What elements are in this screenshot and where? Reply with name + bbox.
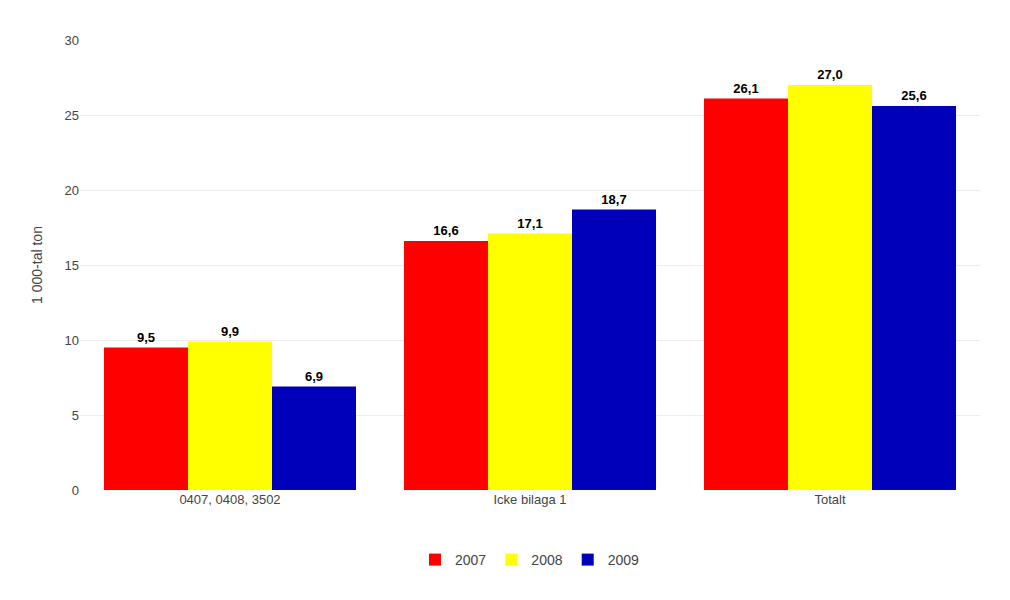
svg-text:15: 15	[65, 258, 79, 273]
svg-text:9,5: 9,5	[137, 330, 155, 345]
svg-text:25,6: 25,6	[901, 88, 926, 103]
svg-text:0407, 0408, 3502: 0407, 0408, 3502	[179, 492, 280, 507]
svg-text:30: 30	[65, 33, 79, 48]
svg-text:2009: 2009	[608, 552, 639, 568]
svg-text:20: 20	[65, 183, 79, 198]
svg-text:5: 5	[72, 408, 79, 423]
svg-text:Icke bilaga 1: Icke bilaga 1	[494, 492, 567, 507]
svg-text:27,0: 27,0	[817, 67, 842, 82]
svg-text:18,7: 18,7	[601, 192, 626, 207]
svg-text:16,6: 16,6	[433, 223, 458, 238]
svg-text:2007: 2007	[455, 552, 486, 568]
svg-text:10: 10	[65, 333, 79, 348]
svg-text:25: 25	[65, 108, 79, 123]
svg-text:Totalt: Totalt	[814, 492, 845, 507]
svg-text:9,9: 9,9	[221, 324, 239, 339]
svg-text:1 000-tal ton: 1 000-tal ton	[29, 226, 45, 304]
svg-text:17,1: 17,1	[517, 216, 542, 231]
svg-text:0: 0	[72, 483, 79, 498]
svg-text:26,1: 26,1	[733, 81, 758, 96]
svg-text:2008: 2008	[531, 552, 562, 568]
svg-text:6,9: 6,9	[305, 369, 323, 384]
